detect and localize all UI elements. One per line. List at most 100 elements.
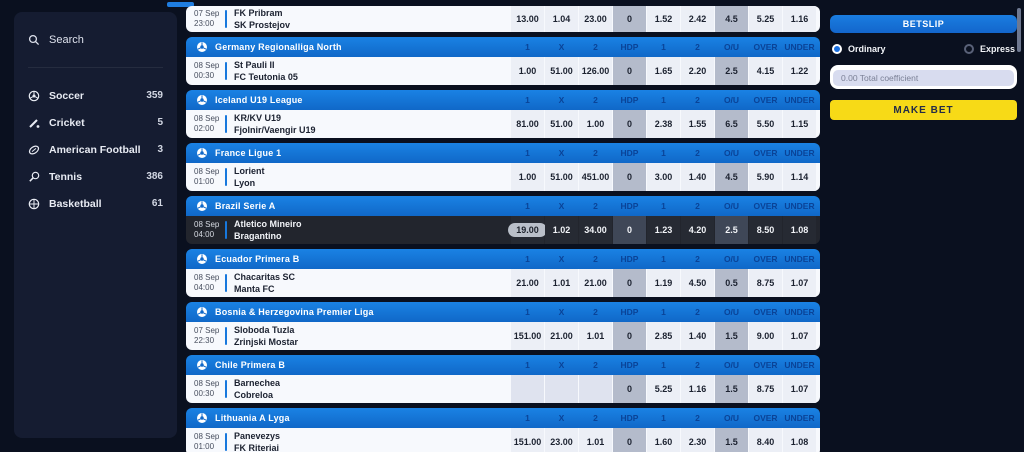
odds-cell[interactable]: 4.5 bbox=[715, 163, 748, 191]
odds-cell[interactable]: 34.00 bbox=[579, 216, 612, 244]
odds-cell[interactable]: 1.40 bbox=[681, 163, 714, 191]
odds-cell[interactable]: 1.01 bbox=[579, 428, 612, 452]
odds-cell[interactable]: 2.5 bbox=[715, 57, 748, 85]
odds-cell[interactable]: 0 bbox=[613, 110, 646, 138]
odds-cell[interactable]: 1.5 bbox=[715, 428, 748, 452]
odds-cell[interactable]: 51.00 bbox=[545, 57, 578, 85]
ordinary-radio-icon[interactable] bbox=[832, 44, 842, 54]
odds-cell[interactable]: 4.15 bbox=[749, 57, 782, 85]
odds-cell[interactable]: 1.01 bbox=[579, 322, 612, 350]
odds-cell[interactable]: 5.25 bbox=[749, 6, 782, 32]
odds-cell[interactable]: 0 bbox=[613, 216, 646, 244]
odds-cell[interactable]: 19.00 bbox=[508, 216, 547, 244]
search-input[interactable]: Search bbox=[28, 12, 163, 68]
league-header[interactable]: Ecuador Primera B 1 X 2 HDP 1 2 O/U OVER UNDER bbox=[186, 249, 820, 269]
match-row[interactable]: 07 Sep 23:00 FK Pribram SK Prostejov 13.… bbox=[186, 6, 820, 32]
odds-cell[interactable]: 0 bbox=[613, 163, 646, 191]
sidebar-sport-item[interactable]: Tennis 386 bbox=[28, 163, 163, 190]
odds-cell[interactable]: 151.00 bbox=[511, 322, 544, 350]
league-header[interactable]: Germany Regionalliga North 1 X 2 HDP 1 2 O/U OV… bbox=[186, 37, 820, 57]
odds-cell[interactable]: 1.52 bbox=[647, 6, 680, 32]
match-row[interactable]: 08 Sep 01:00 Lorient Lyon 1.00 51.00 451.0… bbox=[186, 163, 820, 191]
odds-cell[interactable]: 0 bbox=[613, 322, 646, 350]
odds-cell[interactable]: 0 bbox=[613, 375, 646, 403]
mode-express[interactable]: Express bbox=[963, 44, 1015, 54]
odds-cell[interactable]: 21.00 bbox=[579, 269, 612, 297]
league-header[interactable]: Chile Primera B 1 X 2 HDP 1 2 O/U OVER UNDER bbox=[186, 355, 820, 375]
match-row[interactable]: 08 Sep 00:30 St Pauli II FC Teutonia 05 … bbox=[186, 57, 820, 85]
odds-cell[interactable]: 1.01 bbox=[545, 269, 578, 297]
odds-cell[interactable]: 1.00 bbox=[579, 110, 612, 138]
odds-cell[interactable]: 1.40 bbox=[681, 322, 714, 350]
match-row[interactable]: 08 Sep 04:00 Atletico Mineiro Bragantino… bbox=[186, 216, 820, 244]
odds-cell[interactable]: 1.02 bbox=[545, 216, 578, 244]
odds-cell[interactable]: 8.50 bbox=[749, 216, 782, 244]
odds-cell[interactable]: 0 bbox=[613, 57, 646, 85]
odds-cell[interactable]: 6.5 bbox=[715, 110, 748, 138]
odds-cell[interactable]: 2.42 bbox=[681, 6, 714, 32]
odds-cell[interactable]: 51.00 bbox=[545, 163, 578, 191]
odds-cell[interactable]: 13.00 bbox=[511, 6, 544, 32]
odds-cell[interactable]: 2.38 bbox=[647, 110, 680, 138]
odds-cell[interactable]: 1.08 bbox=[783, 216, 816, 244]
scrollbar-thumb[interactable] bbox=[1017, 8, 1021, 52]
odds-cell[interactable]: 151.00 bbox=[511, 428, 544, 452]
league-header[interactable]: Brazil Serie A 1 X 2 HDP 1 2 O/U OVER UNDER bbox=[186, 196, 820, 216]
odds-cell[interactable]: 21.00 bbox=[545, 322, 578, 350]
odds-cell[interactable]: 451.00 bbox=[579, 163, 612, 191]
odds-cell[interactable]: 1.15 bbox=[783, 110, 816, 138]
match-row[interactable]: 07 Sep 22:30 Sloboda Tuzla Zrinjski Most… bbox=[186, 322, 820, 350]
odds-cell[interactable]: 1.08 bbox=[783, 428, 816, 452]
betslip-header-button[interactable]: BETSLIP bbox=[830, 15, 1017, 33]
odds-cell[interactable]: 0 bbox=[613, 428, 646, 452]
odds-cell[interactable]: 1.23 bbox=[647, 216, 680, 244]
odds-cell[interactable]: 8.75 bbox=[749, 375, 782, 403]
odds-cell[interactable]: 0 bbox=[613, 6, 646, 32]
match-row[interactable]: 08 Sep 01:00 Panevezys FK Riteriai 151.0… bbox=[186, 428, 820, 452]
odds-cell[interactable]: 51.00 bbox=[545, 110, 578, 138]
sidebar-sport-item[interactable]: Basketball 61 bbox=[28, 190, 163, 217]
odds-cell[interactable]: 1.07 bbox=[783, 269, 816, 297]
odds-cell[interactable]: 1.5 bbox=[715, 375, 748, 403]
page-scrollbar[interactable] bbox=[1017, 0, 1021, 452]
make-bet-button[interactable]: MAKE BET bbox=[830, 100, 1017, 120]
odds-cell[interactable]: 5.25 bbox=[647, 375, 680, 403]
mode-ordinary[interactable]: Ordinary bbox=[832, 44, 886, 54]
odds-cell[interactable]: 2.85 bbox=[647, 322, 680, 350]
total-coefficient-input[interactable] bbox=[833, 70, 1014, 86]
odds-cell[interactable]: 1.07 bbox=[783, 322, 816, 350]
odds-cell[interactable]: 1.04 bbox=[545, 6, 578, 32]
odds-cell[interactable]: 23.00 bbox=[579, 6, 612, 32]
odds-cell[interactable]: 1.16 bbox=[783, 6, 816, 32]
league-header[interactable]: Iceland U19 League 1 X 2 HDP 1 2 O/U OVER UNDER bbox=[186, 90, 820, 110]
league-header[interactable]: France Ligue 1 1 X 2 HDP 1 2 O/U OVER UNDER bbox=[186, 143, 820, 163]
odds-cell[interactable]: 5.90 bbox=[749, 163, 782, 191]
odds-cell[interactable]: 126.00 bbox=[579, 57, 612, 85]
odds-cell[interactable]: 81.00 bbox=[511, 110, 544, 138]
odds-cell[interactable]: 8.75 bbox=[749, 269, 782, 297]
odds-cell[interactable]: 1.65 bbox=[647, 57, 680, 85]
odds-cell[interactable]: 1.60 bbox=[647, 428, 680, 452]
odds-cell[interactable]: 1.00 bbox=[511, 57, 544, 85]
odds-cell[interactable]: 4.5 bbox=[715, 6, 748, 32]
odds-cell[interactable]: 1.07 bbox=[783, 375, 816, 403]
league-header[interactable]: Bosnia & Herzegovina Premier Liga 1 X 2 HDP… bbox=[186, 302, 820, 322]
odds-cell[interactable]: 8.40 bbox=[749, 428, 782, 452]
odds-cell[interactable]: 9.00 bbox=[749, 322, 782, 350]
odds-cell[interactable]: 2.5 bbox=[715, 216, 748, 244]
odds-cell[interactable]: 2.20 bbox=[681, 57, 714, 85]
odds-cell[interactable]: 1.55 bbox=[681, 110, 714, 138]
selected-odd-pill[interactable]: 19.00 bbox=[508, 223, 547, 237]
odds-cell[interactable]: 1.14 bbox=[783, 163, 816, 191]
odds-cell[interactable]: 23.00 bbox=[545, 428, 578, 452]
odds-cell[interactable]: 1.22 bbox=[783, 57, 816, 85]
sidebar-sport-item[interactable]: Cricket 5 bbox=[28, 109, 163, 136]
odds-cell[interactable]: 1.19 bbox=[647, 269, 680, 297]
match-row[interactable]: 08 Sep 02:00 KR/KV U19 Fjolnir/Vaengir U… bbox=[186, 110, 820, 138]
league-header[interactable]: Lithuania A Lyga 1 X 2 HDP 1 2 O/U OVER UNDER bbox=[186, 408, 820, 428]
odds-cell[interactable]: 3.00 bbox=[647, 163, 680, 191]
odds-cell[interactable]: 1.16 bbox=[681, 375, 714, 403]
odds-cell[interactable]: 2.30 bbox=[681, 428, 714, 452]
odds-cell[interactable]: 5.50 bbox=[749, 110, 782, 138]
sidebar-sport-item[interactable]: American Football 3 bbox=[28, 136, 163, 163]
